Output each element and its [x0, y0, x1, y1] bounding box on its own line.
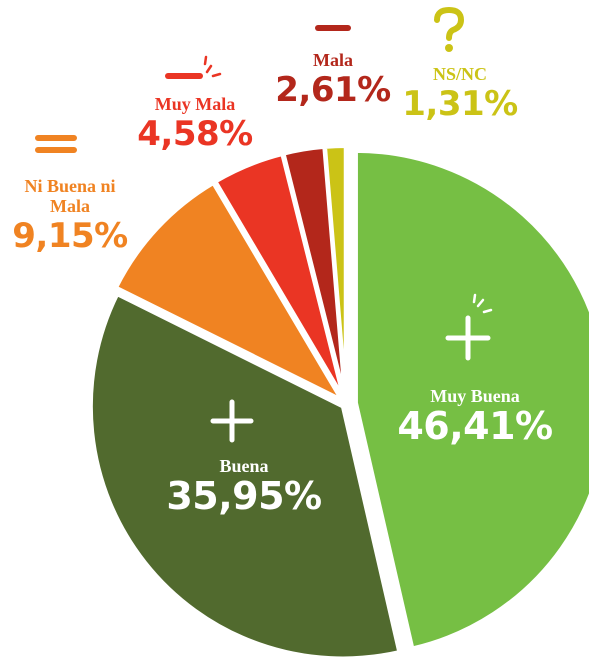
question-dot — [445, 44, 453, 52]
slice-label: Muy Mala 4,58% — [135, 94, 255, 154]
value-label: 46,41% — [397, 404, 553, 448]
slice-label: Mala 2,61% — [275, 50, 391, 110]
value-label: 2,61% — [275, 70, 391, 110]
plus-icon — [210, 399, 254, 443]
pie-slice — [88, 292, 402, 660]
value-label: 35,95% — [166, 474, 322, 518]
category-label: NS/NC — [432, 64, 487, 84]
slice-label: Ni Buena ni Mala 9,15% — [12, 176, 128, 256]
category-label: Mala — [313, 50, 353, 70]
slice-label: NS/NC 1,31% — [402, 64, 518, 124]
value-label: 4,58% — [137, 114, 253, 154]
slice-label: Muy Buena 46,41% — [397, 386, 553, 448]
category-label: Ni Buena ni Mala — [24, 176, 116, 216]
spark-icon — [472, 293, 493, 314]
value-label: 1,31% — [402, 84, 518, 124]
value-label: 9,15% — [12, 216, 128, 256]
category-label: Buena — [219, 456, 269, 476]
slice-label: Buena 35,95% — [166, 456, 322, 518]
equals-icon — [35, 135, 77, 153]
slices — [88, 144, 589, 660]
category-label: Muy Mala — [154, 94, 236, 114]
category-label: Muy Buena — [430, 386, 520, 406]
plus-icon — [445, 315, 491, 361]
pie-slice — [323, 144, 348, 401]
pie-slice — [114, 180, 344, 402]
question-icon — [434, 6, 465, 41]
spark-icon — [203, 55, 222, 78]
pie-slice — [353, 148, 589, 651]
icons — [35, 6, 493, 443]
